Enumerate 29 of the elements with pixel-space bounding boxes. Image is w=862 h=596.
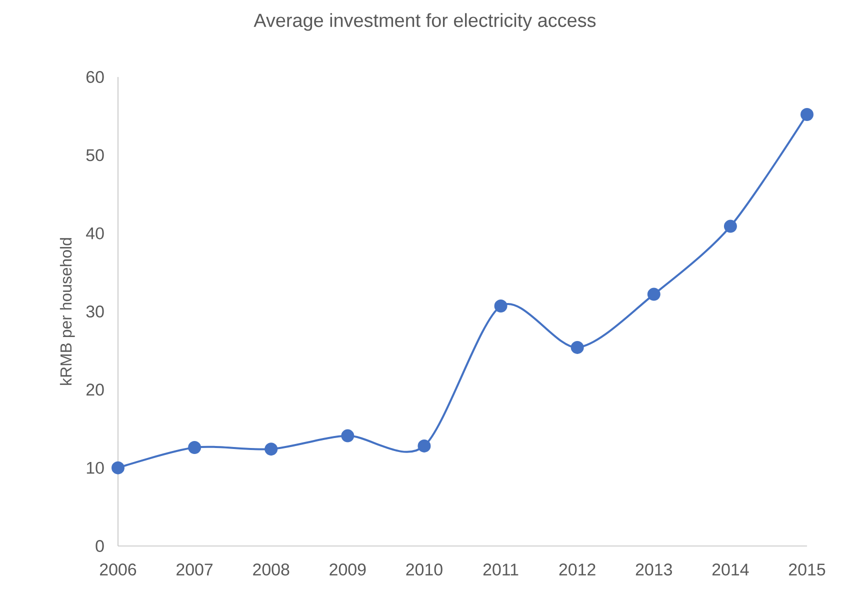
x-tick-label: 2008 (253, 564, 290, 576)
y-axis-title: kRMB per household (60, 238, 75, 385)
y-tick-label: 30 (86, 306, 104, 318)
point (188, 441, 202, 454)
y-tick-label: 50 (86, 149, 104, 162)
point (800, 108, 814, 122)
chart-title: Average investment for electricity access (254, 13, 596, 31)
y-tick-label: 10 (86, 462, 104, 474)
point (418, 439, 431, 452)
y-tick-label: 0 (96, 540, 104, 552)
point (112, 461, 124, 474)
x-tick-label: 2010 (406, 564, 442, 576)
y-tick-label: 40 (86, 227, 104, 240)
x-tick-label: 2013 (636, 564, 672, 576)
x-tick-label: 2009 (330, 564, 366, 576)
point (647, 288, 660, 301)
y-tick-label: 20 (86, 384, 104, 396)
x-tick-label: 2014 (712, 564, 749, 576)
x-tick-label: 2007 (176, 564, 213, 576)
point (341, 429, 354, 442)
x-tick-label: 2006 (100, 564, 136, 576)
y-tick-label: 60 (86, 71, 104, 83)
point (494, 300, 508, 313)
x-tick-label: 2012 (559, 564, 596, 576)
x-tick-label: 2015 (789, 564, 826, 576)
point (724, 220, 737, 233)
point (264, 442, 278, 456)
x-tick-label: 2011 (483, 564, 518, 576)
point (570, 340, 584, 354)
